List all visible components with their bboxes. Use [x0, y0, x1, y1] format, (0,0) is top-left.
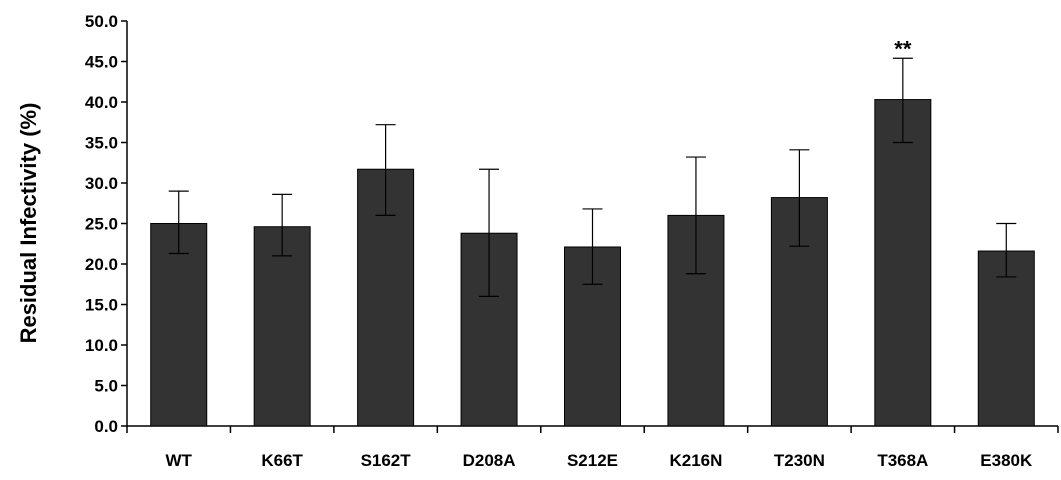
y-tick-label: 0.0 [94, 417, 118, 436]
y-tick-label: 50.0 [85, 12, 118, 31]
y-tick-label: 35.0 [85, 134, 118, 153]
x-tick-label: WT [166, 451, 193, 470]
y-tick-label: 30.0 [85, 174, 118, 193]
y-tick-label: 45.0 [85, 53, 118, 72]
x-tick-label: D208A [463, 451, 516, 470]
bar-wt [150, 223, 208, 427]
significance-annotation: ** [894, 36, 912, 61]
x-tick-label: K66T [261, 451, 303, 470]
bars [150, 57, 1035, 427]
y-tick-label: 20.0 [85, 255, 118, 274]
x-tick-label: T230N [774, 451, 825, 470]
y-tick-label: 15.0 [85, 296, 118, 315]
x-tick-label: S212E [567, 451, 618, 470]
x-tick-label: S162T [361, 451, 412, 470]
bar-t368a [874, 99, 932, 427]
axes: 0.0 5.0 10.0 15.0 20.0 25.0 30.0 35.0 40.0 45.0 50… [85, 12, 1059, 436]
y-tick-label: 5.0 [94, 377, 118, 396]
y-tick-label: 25.0 [85, 215, 118, 234]
y-tick-label: 10.0 [85, 336, 118, 355]
x-tick-label: K216N [669, 451, 722, 470]
bar-k66t [253, 226, 311, 427]
bar-e380k [977, 250, 1035, 427]
labels: WT K66T S162T D208A S212E K216N T230N T368A E380… [166, 36, 1033, 470]
x-tick-label: T368A [877, 451, 928, 470]
y-tick-label: 40.0 [85, 93, 118, 112]
y-axis-title: Residual Infectivity (%) [16, 103, 41, 344]
x-tick-label: E380K [980, 451, 1033, 470]
